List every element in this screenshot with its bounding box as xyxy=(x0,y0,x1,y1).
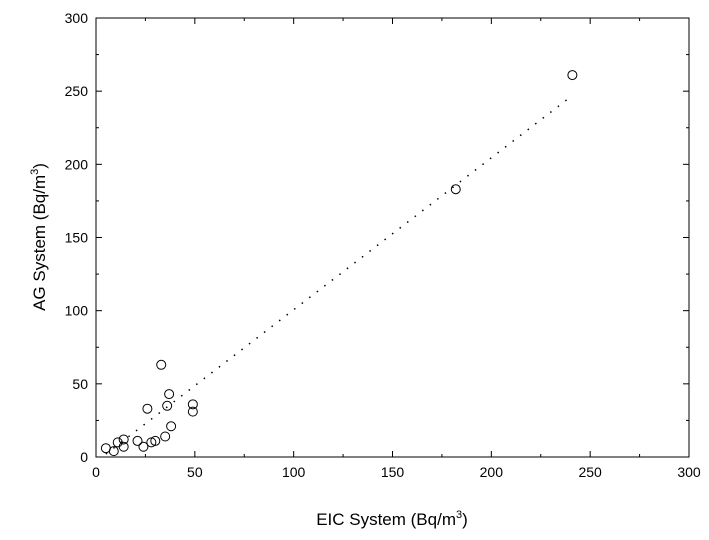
data-point xyxy=(187,406,198,417)
y-tick-label: 150 xyxy=(65,230,89,246)
data-point xyxy=(138,441,149,452)
trend-line xyxy=(105,96,571,455)
x-tick-label: 250 xyxy=(578,464,602,480)
y-tick-label: 300 xyxy=(65,10,89,26)
x-tick-label: 100 xyxy=(282,464,306,480)
x-label-main: EIC System (Bq/m xyxy=(316,510,456,529)
y-axis-label: AG System (Bq/m3) xyxy=(29,163,49,311)
data-point xyxy=(187,399,198,410)
data-point xyxy=(118,441,129,452)
data-point xyxy=(567,70,578,81)
x-label-sup: 3 xyxy=(456,509,462,521)
data-point xyxy=(142,403,153,414)
data-point xyxy=(156,359,167,370)
x-tick-label: 300 xyxy=(677,464,701,480)
plot-frame xyxy=(95,17,690,458)
y-tick-label: 50 xyxy=(72,376,88,392)
data-point xyxy=(150,435,161,446)
data-point xyxy=(160,431,171,442)
data-point xyxy=(132,435,143,446)
data-point xyxy=(450,184,461,195)
y-tick-label: 200 xyxy=(65,156,89,172)
x-tick-label: 150 xyxy=(381,464,405,480)
x-label-end: ) xyxy=(462,510,468,529)
data-point xyxy=(162,400,173,411)
y-tick-label: 250 xyxy=(65,83,89,99)
data-point xyxy=(166,421,177,432)
y-label-end: ) xyxy=(30,163,49,169)
y-label-sup: 3 xyxy=(29,169,41,175)
y-tick-label: 0 xyxy=(80,449,88,465)
data-point xyxy=(118,434,129,445)
x-tick-label: 0 xyxy=(92,464,100,480)
data-point xyxy=(108,446,119,457)
y-tick-label: 100 xyxy=(65,303,89,319)
data-point xyxy=(164,389,175,400)
x-axis-label: EIC System (Bq/m3) xyxy=(316,509,468,529)
x-tick-label: 200 xyxy=(480,464,504,480)
y-label-main: AG System (Bq/m xyxy=(30,175,49,311)
x-tick-label: 50 xyxy=(187,464,203,480)
